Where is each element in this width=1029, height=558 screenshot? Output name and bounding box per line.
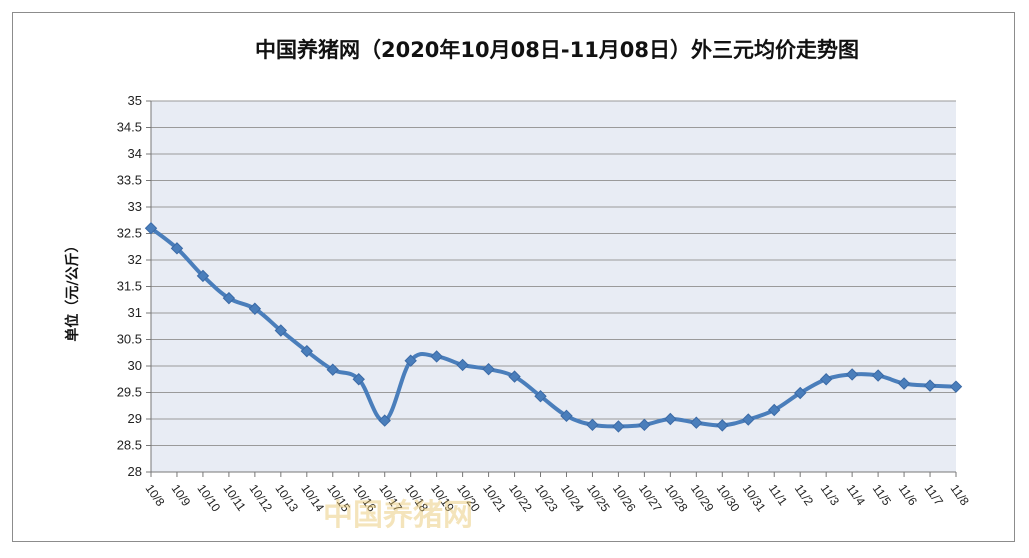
- data-point: [248, 302, 262, 315]
- data-point: [196, 269, 210, 283]
- data-point: [638, 418, 651, 432]
- y-tick-label: 31: [128, 305, 142, 320]
- y-tick-label: 29: [128, 411, 142, 426]
- data-point: [326, 363, 339, 376]
- data-point: [586, 418, 599, 432]
- x-tick-label: 10/27: [636, 482, 665, 515]
- x-tick-label: 10/25: [584, 482, 613, 515]
- data-point: [845, 368, 859, 381]
- y-tick-label: 33.5: [117, 173, 142, 188]
- data-point: [274, 324, 288, 337]
- x-tick-label: 11/6: [896, 482, 921, 509]
- x-tick-label: 10/26: [610, 482, 639, 515]
- x-tick-label: 11/1: [766, 482, 791, 509]
- data-point: [949, 380, 963, 393]
- data-point: [508, 370, 521, 383]
- x-tick-label: 10/9: [169, 482, 194, 509]
- x-tick-labels: 10/8 10/9 10/1010/1110/1210/1310/1410/1510…: [143, 482, 973, 515]
- x-tick-label: 10/13: [272, 482, 301, 515]
- y-tick-label: 29.5: [117, 385, 142, 400]
- data-point: [404, 354, 417, 367]
- x-tick-label: 10/12: [246, 482, 275, 515]
- x-tick-label: 10/22: [506, 482, 535, 515]
- price-trend-chart: 中国养猪网（2020年10月08日-11月08日）外三元均价走势图 单位（元/公…: [64, 38, 973, 533]
- x-tick-label: 10/21: [480, 482, 509, 515]
- data-points: [144, 221, 963, 433]
- x-tick-label: 11/8: [948, 482, 973, 509]
- y-tick-label: 34.5: [117, 120, 142, 135]
- data-point: [768, 403, 781, 417]
- x-tick-label: 11/4: [844, 482, 869, 509]
- data-point: [378, 414, 391, 427]
- data-point: [144, 221, 158, 235]
- data-point: [352, 373, 365, 386]
- data-point: [793, 386, 807, 400]
- y-tick-label: 33: [128, 199, 142, 214]
- data-point: [819, 373, 833, 386]
- y-tick-label: 30: [128, 358, 142, 373]
- data-point: [534, 390, 547, 403]
- data-point: [300, 344, 314, 358]
- data-point: [170, 242, 184, 255]
- x-tick-label: 11/2: [792, 482, 817, 509]
- x-tick-label: 10/23: [532, 482, 561, 515]
- y-tick-label: 32: [128, 252, 142, 267]
- x-tick-label: 10/8: [143, 482, 168, 509]
- x-tick-label: 10/29: [688, 482, 717, 515]
- x-tick-label: 10/11: [220, 482, 248, 514]
- x-tick-label: 10/31: [740, 482, 769, 515]
- data-point: [222, 291, 236, 305]
- data-point: [923, 379, 937, 392]
- data-point: [560, 409, 573, 423]
- data-point: [482, 362, 495, 376]
- y-tick-label: 35: [128, 93, 142, 108]
- gridlines: [151, 100, 956, 473]
- y-tick-label: 28.5: [117, 438, 142, 453]
- data-point: [871, 369, 885, 382]
- y-tick-label: 34: [128, 146, 142, 161]
- x-tick-label: 10/24: [558, 482, 587, 515]
- data-point: [612, 420, 625, 433]
- chart-title: 中国养猪网（2020年10月08日-11月08日）外三元均价走势图: [255, 38, 859, 62]
- y-tick-label: 32.5: [117, 226, 142, 241]
- data-point: [456, 358, 469, 372]
- y-tick-labels: 28 28.5 29 29.5 30 30.5 31 31.5 32 32.5 33 33.5 34 34…: [117, 93, 142, 479]
- data-point: [430, 350, 443, 363]
- y-tick-label: 31.5: [117, 279, 142, 294]
- x-tick-label: 10/30: [714, 482, 743, 515]
- data-point: [664, 412, 677, 426]
- y-tick-label: 28: [128, 464, 142, 479]
- chart-frame: 中国养猪网（2020年10月08日-11月08日）外三元均价走势图 单位（元/公…: [12, 12, 1015, 542]
- axes: [146, 100, 957, 477]
- data-point: [897, 377, 911, 390]
- watermark: 中国养猪网: [323, 498, 473, 533]
- x-tick-label: 11/3: [818, 482, 843, 509]
- x-tick-label: 11/5: [870, 482, 895, 509]
- x-tick-label: 10/10: [194, 482, 223, 515]
- x-tick-label: 10/28: [662, 482, 691, 515]
- y-axis-label: 单位（元/公斤）: [64, 238, 81, 341]
- data-point: [742, 413, 755, 426]
- x-tick-label: 11/7: [922, 482, 947, 509]
- data-point: [690, 416, 703, 429]
- data-point: [716, 419, 729, 432]
- y-tick-label: 30.5: [117, 332, 142, 347]
